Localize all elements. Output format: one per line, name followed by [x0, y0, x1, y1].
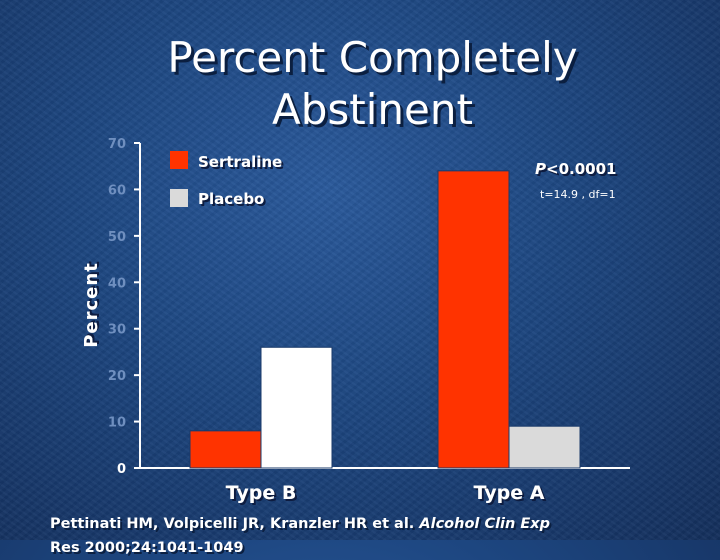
- citation-authors: Pettinati HM, Volpicelli JR, Kranzler HR…: [50, 516, 415, 532]
- bar-sertraline-type-a: [437, 170, 510, 469]
- y-tick-label: 10: [108, 416, 126, 431]
- slide-title: Percent Completely Abstinent: [0, 32, 720, 136]
- y-tick-label: 50: [108, 230, 126, 245]
- y-tick-group: 0 10 20 30 40 50 60 70: [108, 137, 140, 477]
- title-line-1: Percent Completely: [167, 33, 578, 82]
- y-tick-label: 30: [108, 323, 126, 338]
- x-tick-group: Type B Type A: [226, 482, 545, 504]
- y-tick-label: 60: [108, 183, 126, 198]
- bar-group: [189, 170, 581, 469]
- bar-placebo-type-a: [508, 425, 581, 469]
- legend-swatch-placebo: [170, 189, 188, 207]
- bar-chart: 0 10 20 30 40 50 60 70 Type B Type A Percent Ser…: [81, 137, 617, 504]
- legend-label-sertraline: Sertraline: [198, 153, 282, 171]
- x-tick-label: Type A: [474, 482, 545, 504]
- title-line-2: Abstinent: [272, 85, 473, 134]
- legend: Sertraline Placebo: [170, 151, 282, 208]
- y-tick-label: 20: [108, 369, 126, 384]
- bar-sertraline-type-b: [189, 430, 262, 469]
- y-axis-label: Percent: [81, 262, 102, 348]
- y-tick-label: 70: [108, 137, 126, 152]
- p-value-annotation: P<0.0001: [535, 160, 616, 178]
- citation-journal: Alcohol Clin Exp: [419, 516, 551, 532]
- y-tick-label: 40: [108, 276, 126, 291]
- x-tick-label: Type B: [226, 482, 297, 504]
- p-value-letter: P: [535, 160, 546, 178]
- legend-label-placebo: Placebo: [198, 190, 264, 208]
- bar-placebo-type-b: [260, 346, 333, 469]
- y-tick-label: 0: [117, 462, 126, 477]
- p-value-number: <0.0001: [546, 160, 616, 178]
- test-statistic-annotation: t=14.9 , df=1: [540, 188, 616, 201]
- citation: Pettinati HM, Volpicelli JR, Kranzler HR…: [50, 512, 710, 560]
- citation-cut-off-line: Res 2000;24:1041-1049: [50, 540, 244, 556]
- legend-swatch-sertraline: [170, 151, 188, 169]
